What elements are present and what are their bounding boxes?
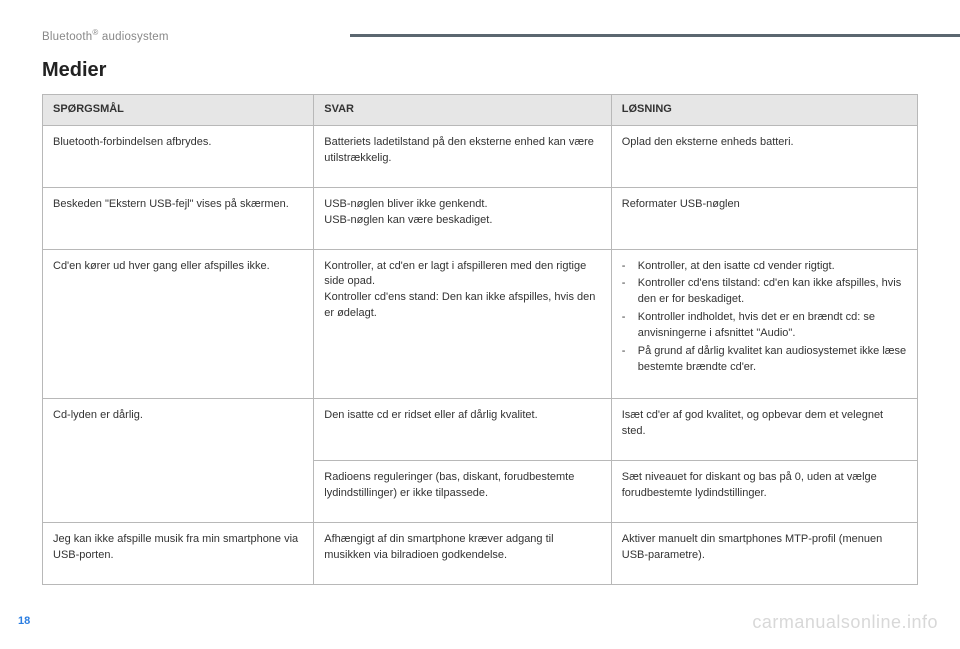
header-rule: [350, 34, 960, 37]
page-container: Bluetooth® audiosystem Medier SPØRGSMÅL …: [0, 0, 960, 649]
list-item: Kontroller, at den isatte cd vender rigt…: [634, 259, 907, 275]
solution-list: Kontroller, at den isatte cd vender rigt…: [622, 259, 907, 377]
watermark-text: carmanualsonline.info: [752, 612, 938, 633]
cell-answer: Radioens reguleringer (bas, diskant, for…: [314, 460, 612, 522]
breadcrumb-post: audiosystem: [99, 31, 169, 43]
cell-answer: Batteriets ladetilstand på den eksterne …: [314, 125, 612, 187]
col-header-solution: LØSNING: [611, 94, 917, 125]
cell-solution: Kontroller, at den isatte cd vender rigt…: [611, 249, 917, 399]
table-row: Cd-lyden er dårlig. Den isatte cd er rid…: [43, 399, 918, 461]
cell-answer: Den isatte cd er ridset eller af dårlig …: [314, 399, 612, 461]
cell-question: Cd-lyden er dårlig.: [43, 399, 314, 523]
cell-question: Cd'en kører ud hver gang eller afspilles…: [43, 249, 314, 399]
page-number: 18: [18, 615, 30, 627]
cell-question: Beskeden "Ekstern USB-fejl" vises på skæ…: [43, 187, 314, 249]
cell-solution: Oplad den eksterne enheds batteri.: [611, 125, 917, 187]
cell-answer: Kontroller, at cd'en er lagt i afspiller…: [314, 249, 612, 399]
table-row: Beskeden "Ekstern USB-fejl" vises på skæ…: [43, 187, 918, 249]
cell-question: Bluetooth-forbindelsen afbrydes.: [43, 125, 314, 187]
troubleshoot-table: SPØRGSMÅL SVAR LØSNING Bluetooth-forbind…: [42, 94, 918, 585]
list-item: Kontroller cd'ens tilstand: cd'en kan ik…: [634, 276, 907, 308]
cell-solution: Sæt niveauet for diskant og bas på 0, ud…: [611, 460, 917, 522]
breadcrumb-pre: Bluetooth: [42, 31, 92, 43]
col-header-answer: SVAR: [314, 94, 612, 125]
table-row: Jeg kan ikke afspille musik fra min smar…: [43, 522, 918, 584]
cell-solution: Isæt cd'er af god kvalitet, og opbevar d…: [611, 399, 917, 461]
table-row: Cd'en kører ud hver gang eller afspilles…: [43, 249, 918, 399]
list-item: Kontroller indholdet, hvis det er en bræ…: [634, 310, 907, 342]
cell-question: Jeg kan ikke afspille musik fra min smar…: [43, 522, 314, 584]
col-header-question: SPØRGSMÅL: [43, 94, 314, 125]
table-header-row: SPØRGSMÅL SVAR LØSNING: [43, 94, 918, 125]
cell-answer: USB-nøglen bliver ikke genkendt. USB-nøg…: [314, 187, 612, 249]
cell-solution: Aktiver manuelt din smartphones MTP-prof…: [611, 522, 917, 584]
page-title: Medier: [42, 59, 918, 82]
table-row: Bluetooth-forbindelsen afbrydes. Batteri…: [43, 125, 918, 187]
list-item: På grund af dårlig kvalitet kan audiosys…: [634, 344, 907, 376]
cell-answer: Afhængigt af din smartphone kræver adgan…: [314, 522, 612, 584]
cell-solution: Reformater USB-nøglen: [611, 187, 917, 249]
